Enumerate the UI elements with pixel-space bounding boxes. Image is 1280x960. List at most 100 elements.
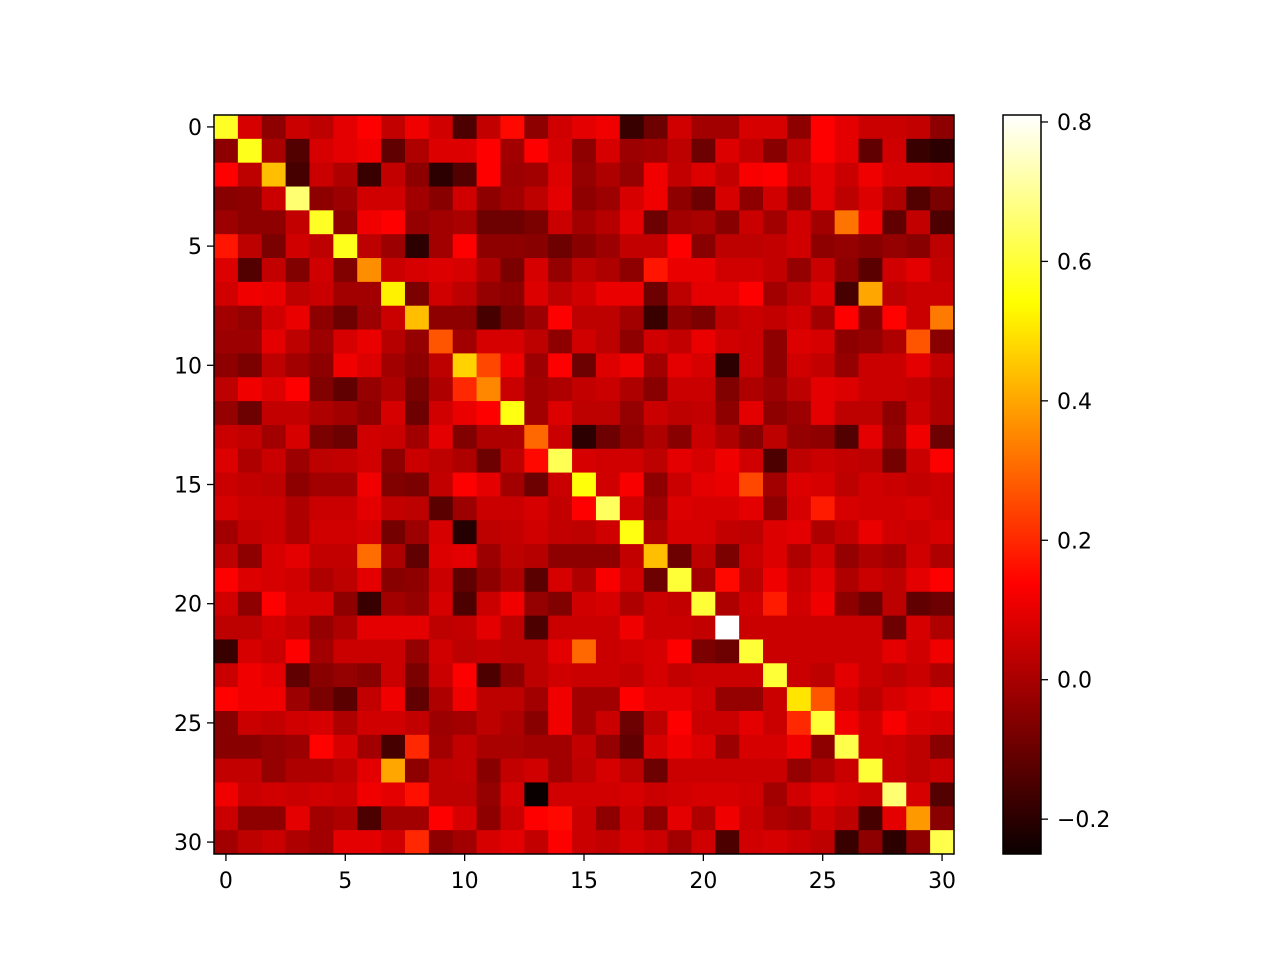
heatmap-cell <box>452 591 477 617</box>
heatmap-cell <box>715 234 740 259</box>
heatmap-cell <box>237 830 263 855</box>
heatmap-cell <box>500 663 525 688</box>
colorbar-tick-label: 0.2 <box>1057 529 1092 554</box>
heatmap-cell <box>739 520 764 545</box>
heatmap-cell <box>500 210 525 235</box>
heatmap-cell <box>786 210 812 235</box>
heatmap-cell <box>715 162 740 187</box>
heatmap-cell <box>381 830 406 855</box>
heatmap-cell <box>715 424 740 450</box>
y-tick-label: 15 <box>174 474 202 499</box>
heatmap-cell <box>834 329 859 354</box>
heatmap-cell <box>715 758 740 783</box>
heatmap-cell <box>906 186 931 211</box>
heatmap-cell <box>619 734 645 760</box>
heatmap-cell <box>476 615 501 640</box>
heatmap-cell <box>428 210 454 235</box>
heatmap-cell <box>428 115 454 140</box>
heatmap-cell <box>930 806 955 831</box>
heatmap-cell <box>237 115 263 140</box>
heatmap-cell <box>643 782 668 807</box>
heatmap-cell <box>333 710 358 736</box>
heatmap-cell <box>715 138 740 164</box>
heatmap-cell <box>404 567 430 593</box>
heatmap-cell <box>261 162 287 187</box>
heatmap-cell <box>333 377 358 402</box>
heatmap-cell <box>619 186 645 211</box>
heatmap-cell <box>333 162 358 187</box>
heatmap-cell <box>810 305 836 330</box>
heatmap-cell <box>452 758 477 783</box>
heatmap-cell <box>643 401 668 426</box>
heatmap-cell <box>428 687 454 712</box>
heatmap-cell <box>357 663 382 688</box>
heatmap-cell <box>739 687 764 712</box>
heatmap-cell <box>763 734 788 760</box>
heatmap-cell <box>261 544 287 569</box>
heatmap-cell <box>858 353 883 378</box>
heatmap-cell <box>452 448 477 473</box>
heatmap-cell <box>619 591 645 617</box>
heatmap-cell <box>882 115 907 140</box>
heatmap-cell <box>285 544 310 569</box>
heatmap-cell <box>619 162 645 187</box>
x-tick-label: 30 <box>928 869 956 894</box>
heatmap-cell <box>381 710 406 736</box>
heatmap-cell <box>667 401 692 426</box>
heatmap-cell <box>357 520 382 545</box>
heatmap-cell <box>548 639 573 664</box>
heatmap-cell <box>858 496 883 521</box>
heatmap-cell <box>572 424 597 450</box>
heatmap-cell <box>906 472 931 497</box>
heatmap-cell <box>595 234 621 259</box>
heatmap-cell <box>333 782 358 807</box>
heatmap-cell <box>858 186 883 211</box>
heatmap-cell <box>595 615 621 640</box>
heatmap-cell <box>261 567 287 593</box>
heatmap-cell <box>572 472 597 497</box>
heatmap-cell <box>237 210 263 235</box>
heatmap-cell <box>858 758 883 783</box>
heatmap-cell <box>834 401 859 426</box>
heatmap-cell <box>214 234 239 259</box>
colorbar-tick-label: 0.8 <box>1057 111 1092 136</box>
heatmap-cell <box>786 329 812 354</box>
heatmap-cell <box>237 353 263 378</box>
heatmap-cell <box>500 448 525 473</box>
heatmap-cell <box>357 329 382 354</box>
heatmap-cell <box>404 591 430 617</box>
heatmap-cell <box>739 401 764 426</box>
heatmap-cell <box>285 567 310 593</box>
heatmap-cell <box>810 830 836 855</box>
heatmap-cell <box>930 281 955 307</box>
heatmap-cell <box>643 234 668 259</box>
heatmap-cell <box>548 806 573 831</box>
heatmap-cell <box>834 710 859 736</box>
heatmap-cell <box>739 710 764 736</box>
y-tick-label: 10 <box>174 354 202 379</box>
heatmap-cell <box>452 305 477 330</box>
heatmap-cell <box>595 448 621 473</box>
heatmap-cell <box>500 281 525 307</box>
heatmap-cell <box>643 663 668 688</box>
heatmap-cell <box>595 687 621 712</box>
heatmap-cell <box>715 281 740 307</box>
heatmap-cell <box>285 305 310 330</box>
heatmap-cell <box>739 305 764 330</box>
heatmap-cell <box>643 544 668 569</box>
heatmap-cell <box>810 639 836 664</box>
heatmap-cell <box>643 258 668 283</box>
heatmap-cell <box>619 615 645 640</box>
heatmap-cell <box>333 830 358 855</box>
heatmap-cell <box>739 544 764 569</box>
heatmap-cell <box>452 281 477 307</box>
heatmap-cell <box>285 830 310 855</box>
heatmap-cell <box>524 377 549 402</box>
heatmap-cell <box>667 687 692 712</box>
heatmap-cell <box>333 639 358 664</box>
heatmap-cell <box>882 663 907 688</box>
heatmap-cell <box>786 710 812 736</box>
heatmap-cell <box>237 258 263 283</box>
heatmap-cell <box>810 544 836 569</box>
